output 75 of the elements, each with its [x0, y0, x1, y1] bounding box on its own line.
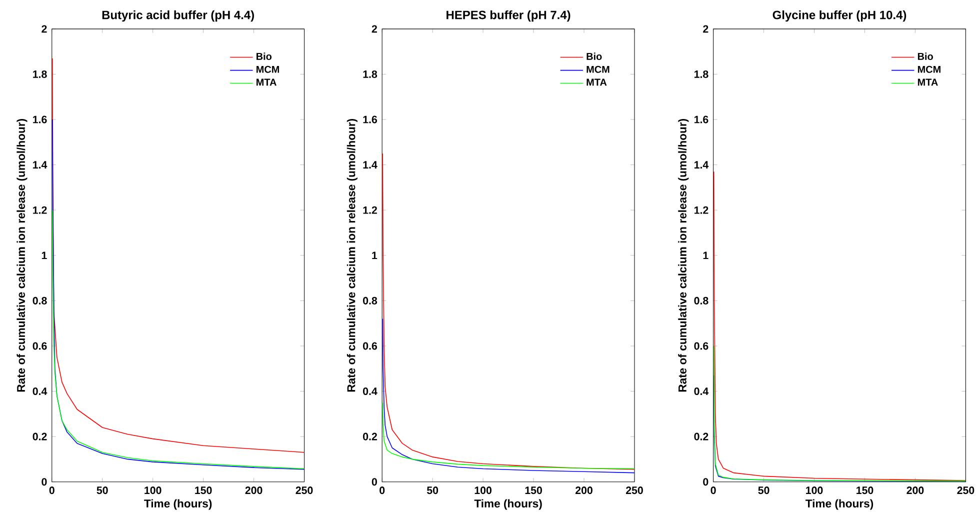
- y-tick-label: 0.6: [694, 342, 708, 350]
- x-tick-label: 200: [576, 486, 592, 494]
- y-tick-label: 1.4: [363, 161, 378, 169]
- legend-label: Bio: [256, 52, 272, 60]
- x-axis-title: Time (hours): [144, 499, 212, 510]
- line-series: [382, 153, 634, 470]
- y-tick-label: 0.8: [32, 297, 47, 305]
- y-tick-label: 1.2: [694, 206, 708, 214]
- y-tick-label: 0.8: [363, 297, 378, 305]
- y-tick-label: 2: [42, 25, 47, 33]
- y-tick-label: 1: [42, 252, 47, 260]
- legend-label: MTA: [918, 78, 938, 86]
- y-tick-label: 1.2: [363, 206, 377, 214]
- y-axis-title: Rate of cumulative calcium ion release (umol/hour): [678, 119, 689, 392]
- legend-label: Bio: [586, 52, 602, 60]
- y-tick-label: 1.6: [33, 116, 47, 124]
- chart-title: HEPES buffer (pH 7.4): [446, 10, 570, 22]
- y-axis-title: Rate of cumulative calcium ion release (umol/hour): [346, 119, 358, 392]
- line-series: [713, 346, 966, 482]
- y-tick-label: 0.2: [694, 432, 708, 440]
- x-tick-label: 250: [626, 486, 643, 494]
- x-tick-label: 50: [96, 486, 108, 494]
- legend-label: MTA: [256, 78, 276, 86]
- y-tick-label: 0.2: [32, 432, 47, 440]
- y-tick-label: 1.4: [33, 161, 48, 169]
- y-tick-label: 0.4: [694, 388, 709, 396]
- legend-label: MCM: [918, 66, 940, 74]
- x-tick-label: 150: [525, 486, 542, 494]
- x-tick-label: 250: [296, 486, 313, 494]
- legend-label: Bio: [918, 52, 933, 60]
- y-tick-label: 1.6: [363, 116, 378, 124]
- x-tick-label: 250: [957, 486, 974, 494]
- x-tick-label: 100: [806, 486, 823, 494]
- y-tick-label: 1: [372, 252, 378, 260]
- y-tick-label: 0: [42, 478, 47, 486]
- y-tick-label: 2: [703, 25, 708, 33]
- x-axis-title: Time (hours): [806, 499, 874, 510]
- y-tick-label: 1.8: [694, 70, 708, 78]
- x-tick-label: 100: [474, 486, 492, 494]
- x-tick-label: 100: [144, 486, 162, 494]
- chart-title: Butyric acid buffer (pH 4.4): [102, 10, 254, 22]
- y-tick-label: 0.4: [363, 388, 378, 396]
- y-tick-label: 0.6: [363, 342, 378, 350]
- y-tick-label: 0.6: [32, 342, 47, 350]
- y-tick-label: 1: [703, 252, 708, 260]
- line-series: [52, 210, 304, 470]
- y-tick-label: 0.8: [694, 297, 708, 305]
- y-tick-label: 1.4: [694, 161, 709, 169]
- y-tick-label: 0: [372, 478, 377, 486]
- x-tick-label: 150: [856, 486, 874, 494]
- x-tick-label: 50: [426, 486, 438, 494]
- x-tick-label: 50: [758, 486, 770, 494]
- x-tick-label: 0: [380, 486, 385, 494]
- y-tick-label: 1.8: [363, 70, 378, 78]
- legend-label: MTA: [586, 78, 607, 86]
- line-series: [382, 402, 634, 470]
- x-tick-label: 200: [906, 486, 924, 494]
- line-series: [52, 119, 304, 470]
- line-series: [382, 318, 634, 474]
- y-axis-title: Rate of cumulative calcium ion release (umol/hour): [16, 119, 28, 392]
- x-axis-title: Time (hours): [474, 499, 542, 510]
- legend-label: MCM: [256, 66, 280, 74]
- x-tick-label: 0: [49, 486, 54, 494]
- y-tick-label: 0.2: [363, 432, 377, 440]
- legend-label: MCM: [586, 66, 610, 74]
- x-tick-label: 150: [195, 486, 212, 494]
- y-tick-label: 0.4: [32, 388, 48, 396]
- y-tick-label: 1.8: [33, 70, 47, 78]
- y-tick-label: 0: [703, 478, 708, 486]
- y-tick-label: 2: [372, 25, 377, 33]
- chart-title: Glycine buffer (pH 10.4): [772, 10, 906, 22]
- x-tick-label: 0: [710, 486, 716, 494]
- x-tick-label: 200: [245, 486, 262, 494]
- y-tick-label: 1.6: [694, 116, 708, 124]
- y-tick-label: 1.2: [33, 206, 47, 214]
